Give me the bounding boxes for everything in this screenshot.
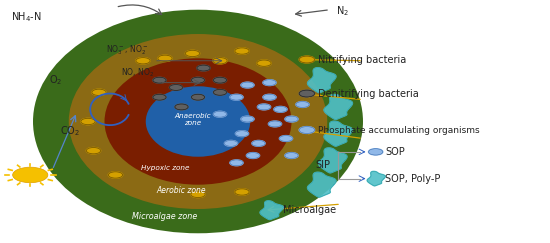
Text: Hypoxic zone: Hypoxic zone (141, 165, 189, 171)
Circle shape (235, 131, 249, 137)
Circle shape (241, 82, 254, 88)
Text: CO$_2$: CO$_2$ (60, 124, 81, 138)
Circle shape (108, 172, 123, 178)
Polygon shape (367, 171, 385, 186)
Circle shape (263, 80, 276, 86)
Polygon shape (307, 68, 336, 93)
Circle shape (86, 148, 101, 154)
Circle shape (252, 140, 265, 146)
Circle shape (213, 77, 227, 83)
Circle shape (246, 153, 260, 158)
Polygon shape (324, 121, 353, 146)
Circle shape (263, 94, 276, 100)
Circle shape (197, 65, 210, 71)
Polygon shape (307, 172, 336, 197)
Text: Anaerobic
zone: Anaerobic zone (174, 113, 211, 126)
Circle shape (191, 77, 205, 83)
Circle shape (235, 48, 249, 54)
Text: SIP: SIP (315, 160, 330, 170)
Circle shape (285, 116, 298, 122)
Text: Aerobic zone: Aerobic zone (157, 186, 206, 195)
Circle shape (299, 56, 315, 63)
Circle shape (299, 90, 315, 97)
Circle shape (136, 58, 150, 64)
Circle shape (153, 94, 166, 100)
Circle shape (213, 89, 227, 95)
Circle shape (257, 104, 271, 110)
Circle shape (224, 140, 238, 146)
Text: SOP, Poly-P: SOP, Poly-P (385, 174, 441, 184)
Circle shape (257, 60, 271, 66)
Polygon shape (260, 201, 283, 219)
Circle shape (299, 127, 315, 133)
Circle shape (241, 116, 254, 122)
Circle shape (175, 104, 188, 110)
Circle shape (230, 94, 243, 100)
Text: O$_2$: O$_2$ (50, 73, 63, 87)
Text: N$_2$: N$_2$ (336, 4, 349, 18)
Text: Phosphate accumulating organisms: Phosphate accumulating organisms (318, 125, 480, 135)
Circle shape (92, 89, 106, 95)
Polygon shape (324, 95, 353, 119)
Circle shape (191, 94, 205, 100)
Circle shape (268, 121, 282, 127)
Text: Microalgae zone: Microalgae zone (133, 212, 197, 221)
Circle shape (185, 50, 200, 57)
Circle shape (13, 167, 48, 183)
Circle shape (279, 136, 293, 141)
Text: SOP: SOP (385, 147, 405, 157)
Text: Nitrifying bacteria: Nitrifying bacteria (318, 54, 406, 65)
Text: NO, NO$_2$: NO, NO$_2$ (121, 67, 154, 79)
Circle shape (158, 55, 172, 61)
Circle shape (213, 58, 227, 64)
Circle shape (235, 189, 249, 195)
Circle shape (296, 102, 309, 107)
Circle shape (213, 111, 227, 117)
Text: Microalgae: Microalgae (283, 205, 337, 215)
Circle shape (274, 106, 287, 112)
Circle shape (368, 149, 383, 155)
Ellipse shape (146, 86, 250, 157)
Circle shape (230, 160, 243, 166)
Ellipse shape (69, 34, 327, 209)
Ellipse shape (104, 58, 292, 185)
Circle shape (285, 153, 298, 158)
Polygon shape (318, 148, 347, 173)
Circle shape (169, 85, 183, 90)
Text: Denitrifying bacteria: Denitrifying bacteria (318, 88, 419, 99)
Text: NO$_3^-$, NO$_2^-$: NO$_3^-$, NO$_2^-$ (106, 43, 148, 57)
Circle shape (153, 77, 166, 83)
Ellipse shape (33, 10, 363, 233)
Circle shape (81, 118, 95, 125)
Circle shape (191, 191, 205, 198)
Text: NH$_4$-N: NH$_4$-N (11, 10, 42, 24)
